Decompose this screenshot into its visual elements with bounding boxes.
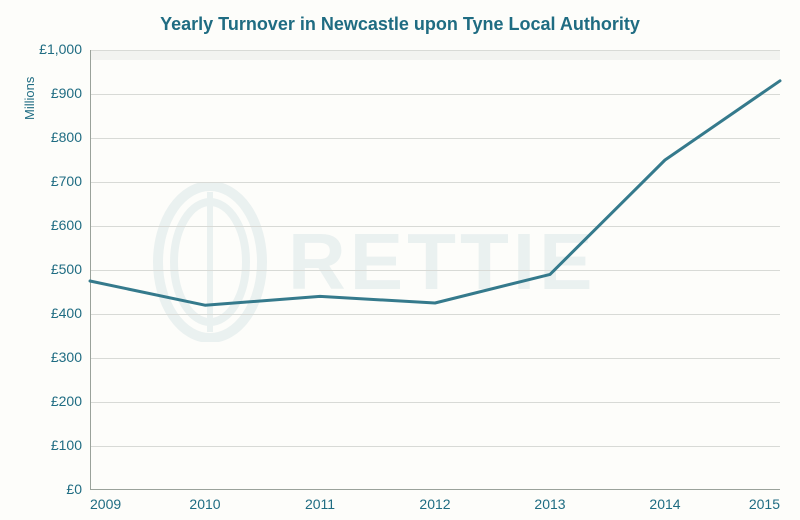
y-tick-label: £900 — [51, 85, 82, 101]
y-tick-label: £400 — [51, 305, 82, 321]
x-tick-label: 2014 — [649, 496, 680, 512]
x-tick-label: 2011 — [305, 496, 335, 512]
plot-area: RETTIE — [90, 50, 780, 490]
y-axis-label: Millions — [22, 77, 37, 120]
chart-title: Yearly Turnover in Newcastle upon Tyne L… — [0, 14, 800, 35]
y-tick-label: £0 — [66, 481, 82, 497]
y-tick-label: £1,000 — [39, 41, 82, 57]
x-tick-label: 2013 — [534, 496, 565, 512]
y-tick-label: £600 — [51, 217, 82, 233]
x-tick-label: 2015 — [749, 496, 780, 512]
y-tick-label: £200 — [51, 393, 82, 409]
x-tick-label: 2010 — [189, 496, 220, 512]
y-tick-label: £700 — [51, 173, 82, 189]
y-tick-label: £500 — [51, 261, 82, 277]
y-tick-label: £800 — [51, 129, 82, 145]
y-tick-label: £100 — [51, 437, 82, 453]
y-tick-label: £300 — [51, 349, 82, 365]
chart-container: Yearly Turnover in Newcastle upon Tyne L… — [0, 0, 800, 520]
x-tick-label: 2009 — [90, 496, 121, 512]
line-series — [90, 50, 780, 490]
x-tick-label: 2012 — [419, 496, 450, 512]
